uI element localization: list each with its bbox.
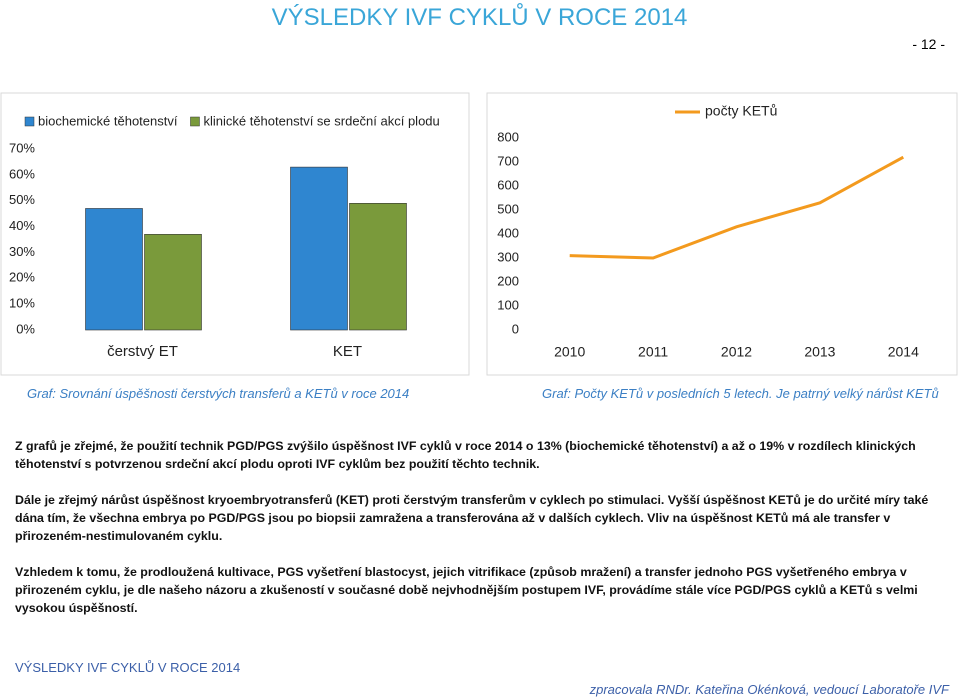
paragraph: Dále je zřejmý nárůst úspěšnost kryoembr…	[15, 493, 929, 543]
y-tick-label: 30%	[9, 244, 35, 259]
y-tick-label: 40%	[9, 218, 35, 233]
line	[569, 155, 905, 260]
footer-right: zpracovala RNDr. Kateřina Okénková, vedo…	[589, 682, 949, 697]
y-tick-label: 300	[497, 249, 519, 264]
y-tick-label: 800	[497, 129, 519, 144]
bar	[290, 166, 348, 331]
x-tick-label: 2011	[638, 344, 668, 360]
y-tick-label: 0%	[16, 321, 35, 336]
y-tick-label: 10%	[9, 296, 35, 311]
chart-caption: Graf: Počty KETů v posledních 5 letech. …	[542, 386, 939, 401]
x-tick-label: 2012	[721, 344, 752, 360]
bar	[144, 234, 202, 331]
chart-frame	[486, 92, 958, 376]
y-tick-label: 70%	[9, 140, 35, 155]
y-tick-label: 100	[497, 297, 519, 312]
y-tick-label: 500	[497, 201, 519, 216]
y-tick-label: 20%	[9, 270, 35, 285]
footer-left: VÝSLEDKY IVF CYKLŮ V ROCE 2014	[15, 660, 241, 675]
paragraph: Vzhledem k tomu, že prodloužená kultivac…	[15, 565, 918, 615]
y-tick-label: 50%	[9, 192, 35, 207]
x-tick-label: 2014	[888, 344, 919, 360]
y-tick-label: 400	[497, 225, 519, 240]
legend-swatch	[190, 116, 200, 127]
x-tick-label: 2013	[804, 344, 835, 360]
y-tick-label: 700	[497, 153, 519, 168]
legend-label: klinické těhotenství se srdeční akcí plo…	[203, 113, 439, 128]
x-tick-label: čerstvý ET	[107, 343, 178, 360]
y-tick-label: 600	[497, 177, 519, 192]
legend-label: počty KETů	[705, 103, 777, 119]
x-tick-label: 2010	[554, 344, 585, 360]
bar	[85, 208, 143, 331]
page-number: - 12 -	[912, 36, 945, 52]
charts: 0% 10% 20% 30% 40% 50% 60% 70% čerstvý ET KET bioc…	[0, 92, 958, 376]
bar	[349, 203, 407, 331]
y-tick-label: 60%	[9, 166, 35, 181]
legend-swatch	[24, 116, 35, 127]
chart-frame	[0, 92, 470, 376]
y-tick-label: 200	[497, 273, 519, 288]
chart-caption: Graf: Srovnání úspěšnosti čerstvých tran…	[27, 386, 410, 401]
page-title: VÝSLEDKY IVF CYKLŮ V ROCE 2014	[271, 4, 688, 31]
paragraph: Z grafů je zřejmé, že použití technik PG…	[15, 439, 916, 471]
x-tick-label: KET	[333, 343, 362, 360]
y-tick-label: 0	[512, 321, 519, 336]
legend-label: biochemické těhotenství	[38, 113, 178, 128]
